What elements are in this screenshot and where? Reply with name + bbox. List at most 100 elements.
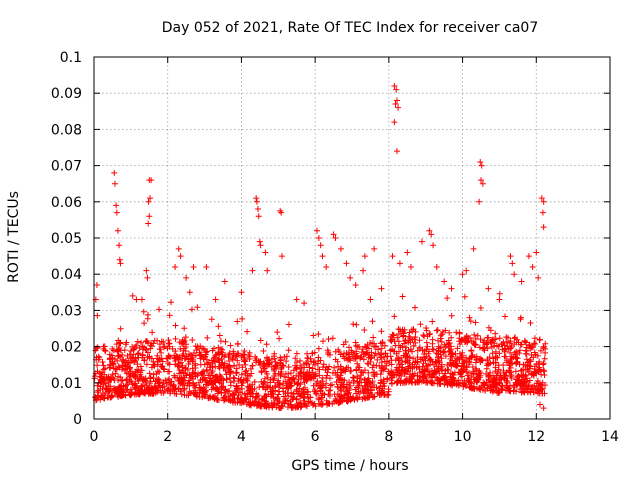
data-point xyxy=(492,348,499,355)
y-tick-label: 0.06 xyxy=(51,195,82,211)
data-point xyxy=(215,323,222,330)
data-point xyxy=(215,350,222,357)
data-point xyxy=(227,368,234,375)
data-point xyxy=(477,336,484,343)
data-point xyxy=(230,350,237,357)
data-point xyxy=(182,334,189,341)
data-point xyxy=(215,396,222,403)
data-point xyxy=(476,344,483,351)
data-point xyxy=(498,382,505,389)
data-point xyxy=(276,388,283,395)
data-point xyxy=(537,367,544,374)
data-point xyxy=(225,354,232,361)
data-point xyxy=(306,369,313,376)
data-point xyxy=(540,361,547,368)
data-point xyxy=(222,338,229,345)
data-point xyxy=(391,313,398,320)
data-point xyxy=(210,355,217,362)
data-point xyxy=(262,386,269,393)
data-point xyxy=(114,348,121,355)
y-tick-labels: 0 0.01 0.02 0.03 0.04 0.05 0.06 0.07 0.08 0.09 0.1 xyxy=(51,50,82,428)
data-point xyxy=(364,381,371,388)
data-point xyxy=(468,347,475,354)
data-point xyxy=(264,267,271,274)
y-tick-label: 0.02 xyxy=(51,340,82,356)
data-point xyxy=(376,385,383,392)
data-point xyxy=(455,382,462,389)
data-point xyxy=(413,364,420,371)
data-point xyxy=(280,393,287,400)
data-point xyxy=(94,362,101,369)
data-point xyxy=(236,396,243,403)
data-point xyxy=(354,360,361,367)
data-point xyxy=(149,329,156,336)
data-point xyxy=(236,389,243,396)
data-point xyxy=(410,355,417,362)
data-point xyxy=(463,368,470,375)
data-point xyxy=(395,104,402,111)
data-point xyxy=(311,400,318,407)
data-point xyxy=(138,382,145,389)
data-point xyxy=(416,377,423,384)
data-point xyxy=(423,327,430,334)
data-point xyxy=(345,351,352,358)
data-point xyxy=(150,390,157,397)
data-point xyxy=(162,377,169,384)
data-point xyxy=(342,338,349,345)
data-point xyxy=(112,386,119,393)
data-point xyxy=(536,401,543,408)
data-point xyxy=(503,357,510,364)
data-point xyxy=(423,339,430,346)
data-point xyxy=(301,300,308,307)
data-point xyxy=(419,347,426,354)
y-tick-label: 0.08 xyxy=(51,122,82,138)
data-point xyxy=(473,356,480,363)
data-point xyxy=(117,339,124,346)
data-point xyxy=(420,332,427,339)
data-point xyxy=(277,381,284,388)
data-point xyxy=(308,358,315,365)
data-point xyxy=(325,349,332,356)
y-tick-label: 0.01 xyxy=(51,376,82,392)
data-point xyxy=(145,220,152,227)
data-point xyxy=(208,386,215,393)
data-point xyxy=(417,356,424,363)
data-point xyxy=(404,249,411,256)
data-point xyxy=(526,365,533,372)
data-point xyxy=(369,378,376,385)
data-point xyxy=(437,380,444,387)
data-point xyxy=(436,370,443,377)
data-point xyxy=(355,364,362,371)
data-point xyxy=(148,355,155,362)
data-point xyxy=(122,357,129,364)
data-point xyxy=(470,245,477,252)
data-point xyxy=(278,253,285,260)
data-point xyxy=(371,245,378,252)
data-point xyxy=(178,391,185,398)
data-point xyxy=(147,345,154,352)
data-point xyxy=(238,289,245,296)
x-tick-label: 4 xyxy=(237,429,246,445)
data-point xyxy=(517,316,524,323)
data-point xyxy=(123,376,130,383)
data-point xyxy=(97,396,104,403)
data-point xyxy=(268,399,275,406)
data-point xyxy=(203,366,210,373)
data-point xyxy=(454,345,461,352)
data-point xyxy=(448,312,455,319)
data-point xyxy=(270,377,277,384)
data-point xyxy=(200,345,207,352)
data-point xyxy=(234,318,241,325)
data-point xyxy=(190,387,197,394)
data-point xyxy=(396,364,403,371)
data-point xyxy=(161,383,168,390)
data-point xyxy=(210,394,217,401)
data-point xyxy=(288,382,295,389)
data-point xyxy=(116,383,123,390)
data-point xyxy=(109,371,116,378)
data-point xyxy=(463,357,470,364)
data-point xyxy=(117,325,124,332)
data-point xyxy=(225,388,232,395)
data-point xyxy=(315,345,322,352)
data-point xyxy=(370,369,377,376)
